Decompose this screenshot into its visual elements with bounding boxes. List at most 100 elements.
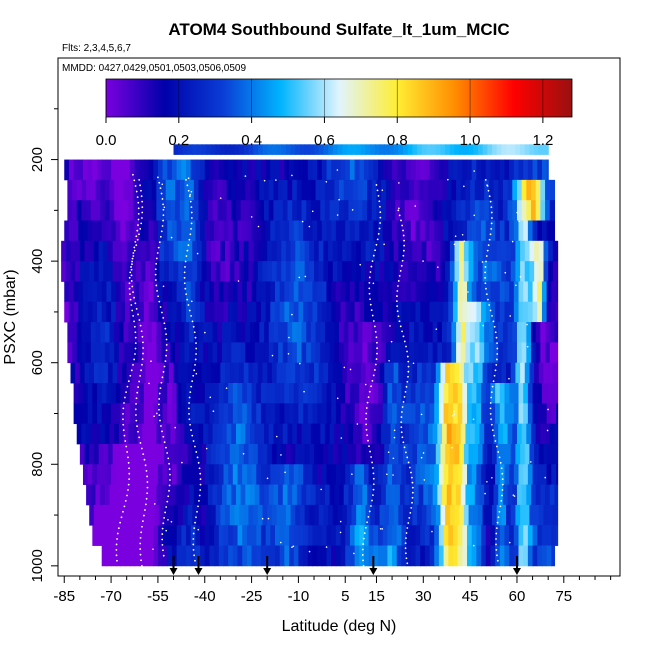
heatmap-cell [353,342,359,364]
heatmap-cell [370,240,376,262]
heatmap-cell [218,545,225,567]
track-dot [371,260,374,263]
sample-dot [212,410,215,412]
heatmap-cell [68,159,75,181]
heatmap-cell [343,200,349,221]
heatmap-cell [424,403,431,425]
heatmap-cell [92,383,98,404]
track-dot [139,227,142,230]
heatmap-cell [229,504,235,526]
heatmap-cell [320,179,326,201]
heatmap-cell [310,179,317,201]
track-dot [411,481,414,484]
heatmap-cell [181,403,187,425]
track-dot [489,402,492,404]
heatmap-cell [406,545,412,567]
heatmap-cell [499,281,506,303]
heatmap-cell [256,383,262,404]
sample-dot [191,300,193,303]
heatmap-cell [139,525,145,546]
sample-dot [336,214,339,216]
heatmap-cell [296,423,303,445]
heatmap-cell [125,545,131,567]
heatmap-cell [407,144,413,155]
heatmap-cell [268,342,275,364]
track-dot [185,255,188,257]
track-dot [403,340,406,343]
heatmap-cell [326,383,332,404]
sample-dot [263,179,266,182]
heatmap-cell [452,159,459,181]
heatmap-cell [443,545,449,567]
heatmap-cell [98,443,104,465]
heatmap-cell [321,545,328,567]
sample-dot [349,368,352,371]
heatmap-cell [128,423,134,445]
heatmap-cell [234,240,240,262]
heatmap-cell [429,403,435,425]
heatmap-cell [209,545,215,567]
sample-dot [336,169,339,171]
sample-dot [383,243,385,246]
heatmap-cell [406,159,412,181]
track-dot [162,549,164,552]
heatmap-cell [256,403,262,425]
heatmap-cell [214,403,220,425]
heatmap-cell [467,220,473,242]
heatmap-cell [335,383,342,404]
heatmap-cell [541,159,548,181]
heatmap-cell [201,362,207,384]
heatmap-cell [111,545,117,567]
heatmap-cell [448,281,454,303]
heatmap-cell [170,179,176,201]
heatmap-cell [223,383,229,404]
heatmap-cell [521,179,527,201]
heatmap-cell [107,261,114,282]
heatmap-cell [452,403,459,425]
heatmap-cell [171,403,178,425]
heatmap-cell [278,200,284,221]
heatmap-cell [527,159,534,181]
heatmap-cell [390,322,396,343]
heatmap-cell [148,525,154,546]
heatmap-cell [490,281,496,303]
heatmap-cell [270,525,276,546]
heatmap-cell [515,504,521,526]
heatmap-cell [181,281,187,303]
heatmap-cell [468,240,474,262]
heatmap-cell [106,159,112,181]
sample-dot [518,220,520,223]
heatmap-cell [281,443,287,465]
heatmap-cell [413,322,420,343]
heatmap-cell [274,301,281,323]
heatmap-cell [418,484,424,506]
track-dot [184,287,187,290]
heatmap-cell [516,322,523,343]
heatmap-cell [75,362,81,384]
heatmap-cell [493,200,499,221]
track-dot [402,401,405,403]
track-dot [168,484,171,487]
heatmap-cell [537,545,543,567]
heatmap-cell [304,443,310,465]
x-tick-label: 75 [555,588,572,605]
heatmap-cell [278,179,284,201]
heatmap-cell [217,342,223,364]
heatmap-cell [540,200,546,221]
heatmap-cell [548,504,554,526]
heatmap-cell [207,423,214,445]
heatmap-cell [184,179,190,201]
track-dot [124,500,127,502]
heatmap-cell [529,362,535,384]
colorbar-tick-label: 0.4 [241,132,262,149]
heatmap-cell [87,220,93,242]
heatmap-cell [407,240,413,262]
sample-dot [473,214,476,217]
heatmap-cell [460,484,467,506]
heatmap-cell [253,240,259,262]
heatmap-cell [264,342,270,364]
heatmap-cell [201,240,207,262]
heatmap-cell [228,383,234,404]
sample-dot [257,225,260,228]
heatmap-cell [409,200,415,221]
